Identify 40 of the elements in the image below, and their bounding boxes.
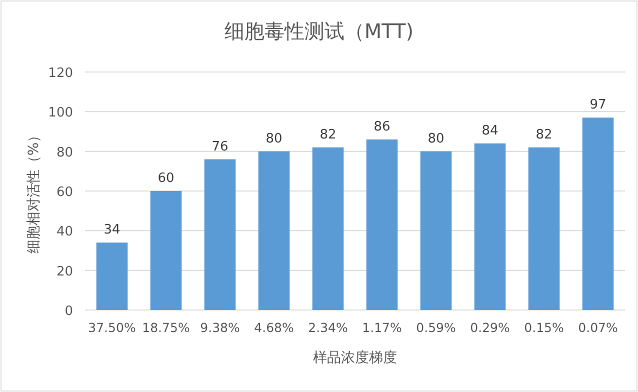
bar [366,139,398,310]
bar [312,147,344,310]
y-tick-label: 120 [48,66,73,81]
x-tick-label: 0.29% [470,320,510,335]
bar [150,191,182,310]
data-label: 80 [428,131,444,146]
y-tick-label: 60 [56,185,73,200]
data-label: 97 [590,98,606,113]
data-label: 60 [158,171,174,186]
bar [204,159,236,310]
x-tick-label: 0.07% [578,320,618,335]
y-tick-label: 40 [56,224,73,240]
x-tick-label: 0.59% [416,320,456,335]
data-label: 80 [266,131,282,146]
data-label: 84 [482,123,498,138]
y-tick-label: 80 [56,145,73,160]
x-tick-label: 4.68% [254,320,294,335]
x-tick-label: 9.38% [200,320,240,335]
data-label: 86 [374,119,390,134]
y-axis-title: 细胞相对活性（%） [26,128,42,254]
y-tick-label: 100 [48,106,73,121]
bar [582,118,614,310]
x-tick-label: 2.34% [308,320,348,335]
x-tick-label: 37.50% [88,320,136,335]
x-tick-label: 0.15% [524,320,564,335]
chart-title: 细胞毒性测试（MTT) [224,19,414,43]
bar [474,143,506,310]
x-tick-label: 1.17% [362,320,402,335]
bar [528,147,560,310]
data-label: 76 [212,139,228,154]
data-label: 82 [320,127,336,142]
bar [258,151,290,310]
x-axis-title: 样品浓度梯度 [313,350,397,366]
bar [96,242,128,310]
x-tick-label: 18.75% [142,320,190,335]
y-tick-label: 0 [64,304,73,319]
data-label: 34 [104,222,120,238]
y-tick-label: 20 [56,264,73,280]
data-label: 82 [536,127,552,142]
bar [420,151,452,310]
